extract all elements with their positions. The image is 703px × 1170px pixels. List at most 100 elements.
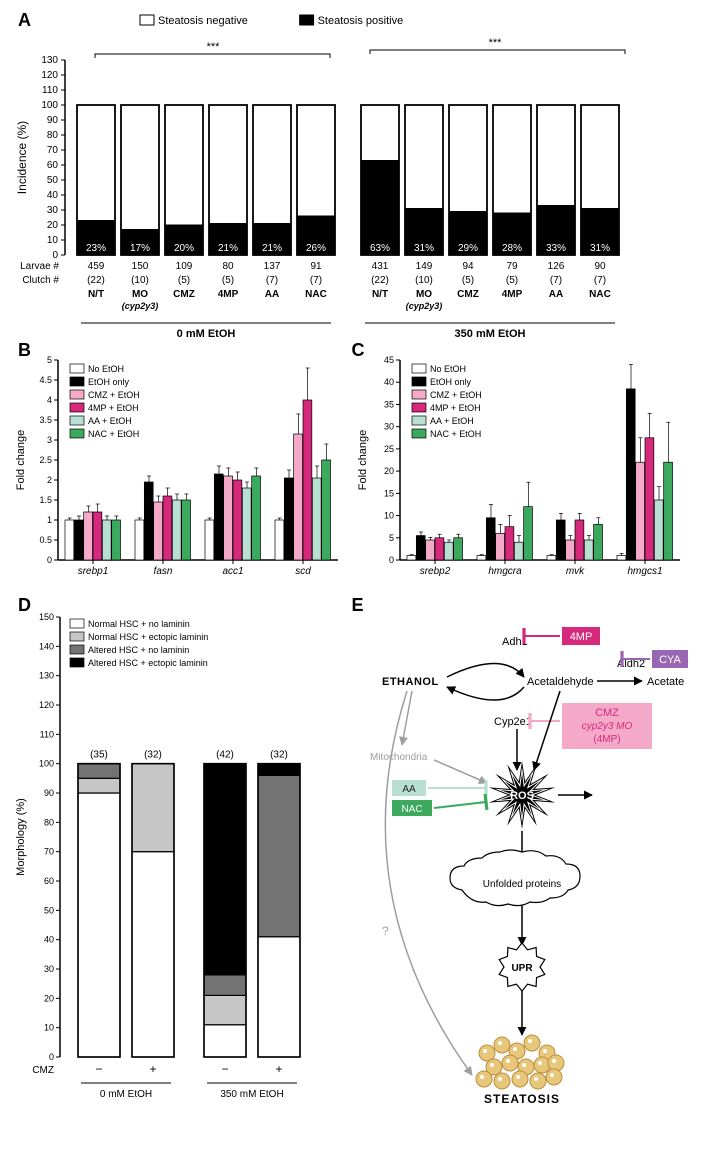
- svg-text:CMZ: CMZ: [595, 707, 619, 719]
- svg-text:110: 110: [42, 85, 58, 96]
- svg-text:***: ***: [489, 37, 503, 49]
- panel-d-chart: Normal HSC + no lamininNormal HSC + ecto…: [10, 595, 351, 1155]
- svg-text:NAC: NAC: [401, 804, 422, 815]
- svg-text:10: 10: [44, 1023, 54, 1033]
- svg-text:CMZ + EtOH: CMZ + EtOH: [430, 390, 482, 400]
- svg-text:(32): (32): [144, 750, 162, 761]
- panel-e-label: E: [352, 595, 364, 616]
- svg-text:Adh1: Adh1: [502, 636, 528, 648]
- svg-text:50: 50: [47, 175, 59, 186]
- svg-text:2.5: 2.5: [39, 455, 52, 465]
- svg-text:10: 10: [383, 511, 393, 521]
- svg-text:40: 40: [47, 190, 59, 201]
- panel-de-row: D Normal HSC + no lamininNormal HSC + ec…: [10, 595, 693, 1155]
- svg-text:Acetaldehyde: Acetaldehyde: [527, 676, 594, 688]
- svg-text:−: −: [221, 1062, 228, 1076]
- svg-text:2: 2: [47, 475, 52, 485]
- svg-text:110: 110: [40, 729, 54, 739]
- svg-text:130: 130: [41, 55, 58, 66]
- svg-text:150: 150: [132, 261, 149, 272]
- panel-e: E ETHANOLAdh1AcetaldehydeAldh2AcetateCyp…: [352, 595, 694, 1155]
- svg-text:(cyp2y3): (cyp2y3): [406, 301, 443, 311]
- svg-text:23%: 23%: [86, 243, 106, 254]
- svg-text:+: +: [275, 1062, 282, 1076]
- svg-text:4: 4: [47, 395, 52, 405]
- svg-text:CMZ: CMZ: [32, 1065, 54, 1076]
- svg-text:45: 45: [383, 355, 393, 365]
- svg-text:(4MP): (4MP): [593, 734, 620, 745]
- svg-text:Mitochondria: Mitochondria: [370, 752, 428, 763]
- svg-text:126: 126: [548, 261, 565, 272]
- panel-a-chart: Steatosis negativeSteatosis positive****…: [10, 10, 693, 340]
- svg-text:(35): (35): [90, 750, 108, 761]
- svg-text:0 mM EtOH: 0 mM EtOH: [100, 1089, 152, 1100]
- svg-text:NAC + EtOH: NAC + EtOH: [430, 429, 481, 439]
- svg-text:21%: 21%: [218, 243, 238, 254]
- svg-text:130: 130: [39, 671, 54, 681]
- svg-text:30: 30: [383, 422, 393, 432]
- svg-text:No EtOH: No EtOH: [430, 364, 466, 374]
- svg-text:90: 90: [47, 115, 59, 126]
- svg-text:srebp1: srebp1: [78, 566, 109, 577]
- svg-text:20: 20: [44, 993, 54, 1003]
- svg-text:(5): (5): [462, 275, 474, 286]
- svg-text:140: 140: [39, 641, 54, 651]
- svg-text:Larvae #: Larvae #: [20, 261, 59, 272]
- svg-text:NAC: NAC: [589, 289, 611, 300]
- svg-text:20%: 20%: [174, 243, 194, 254]
- svg-text:mvk: mvk: [565, 566, 584, 577]
- svg-text:Normal HSC + ectopic laminin: Normal HSC + ectopic laminin: [88, 632, 208, 642]
- svg-text:hmgcs1: hmgcs1: [627, 566, 662, 577]
- svg-text:(22): (22): [87, 275, 105, 286]
- svg-text:4MP: 4MP: [218, 289, 239, 300]
- svg-text:Acetate: Acetate: [647, 676, 684, 688]
- svg-text:80: 80: [44, 817, 54, 827]
- svg-text:(5): (5): [178, 275, 190, 286]
- svg-text:STEATOSIS: STEATOSIS: [484, 1092, 560, 1106]
- svg-text:63%: 63%: [370, 243, 390, 254]
- svg-text:(7): (7): [266, 275, 278, 286]
- svg-text:?: ?: [382, 924, 389, 938]
- svg-text:10: 10: [47, 235, 59, 246]
- svg-text:137: 137: [264, 261, 281, 272]
- figure-wrapper: A Steatosis negativeSteatosis positive**…: [0, 0, 703, 1165]
- svg-text:ROS: ROS: [510, 790, 534, 802]
- svg-text:4MP + EtOH: 4MP + EtOH: [88, 403, 139, 413]
- svg-text:33%: 33%: [546, 243, 566, 254]
- svg-text:Cyp2e1: Cyp2e1: [494, 716, 532, 728]
- svg-text:350 mM EtOH: 350 mM EtOH: [455, 328, 526, 340]
- svg-text:0: 0: [49, 1052, 54, 1062]
- svg-text:NAC + EtOH: NAC + EtOH: [88, 429, 139, 439]
- svg-text:40: 40: [383, 377, 393, 387]
- svg-text:50: 50: [44, 905, 54, 915]
- svg-text:90: 90: [44, 788, 54, 798]
- svg-text:+: +: [149, 1062, 156, 1076]
- svg-text:90: 90: [594, 261, 606, 272]
- svg-text:0: 0: [47, 555, 52, 565]
- svg-text:109: 109: [176, 261, 193, 272]
- svg-text:100: 100: [39, 759, 54, 769]
- svg-text:Morphology (%): Morphology (%): [15, 798, 27, 876]
- svg-text:30: 30: [47, 205, 59, 216]
- svg-text:(32): (32): [270, 750, 288, 761]
- svg-text:Fold change: Fold change: [15, 430, 27, 491]
- svg-text:Steatosis negative: Steatosis negative: [158, 15, 248, 27]
- svg-text:431: 431: [372, 261, 389, 272]
- svg-text:N/T: N/T: [88, 289, 104, 300]
- svg-text:CMZ: CMZ: [457, 289, 479, 300]
- panel-bc-row: B 00.511.522.533.544.55Fold changesrebp1…: [10, 340, 693, 595]
- svg-text:***: ***: [207, 41, 221, 53]
- svg-text:29%: 29%: [458, 243, 478, 254]
- svg-text:20: 20: [47, 220, 59, 231]
- svg-text:0 mM EtOH: 0 mM EtOH: [177, 328, 236, 340]
- svg-text:80: 80: [222, 261, 234, 272]
- svg-text:1.5: 1.5: [39, 495, 52, 505]
- svg-text:AA: AA: [265, 289, 279, 300]
- panel-b: B 00.511.522.533.544.55Fold changesrebp1…: [10, 340, 352, 595]
- svg-text:21%: 21%: [262, 243, 282, 254]
- svg-text:70: 70: [47, 145, 59, 156]
- svg-text:hmgcra: hmgcra: [488, 566, 522, 577]
- svg-text:CMZ: CMZ: [173, 289, 195, 300]
- svg-text:60: 60: [47, 160, 59, 171]
- svg-text:fasn: fasn: [154, 566, 173, 577]
